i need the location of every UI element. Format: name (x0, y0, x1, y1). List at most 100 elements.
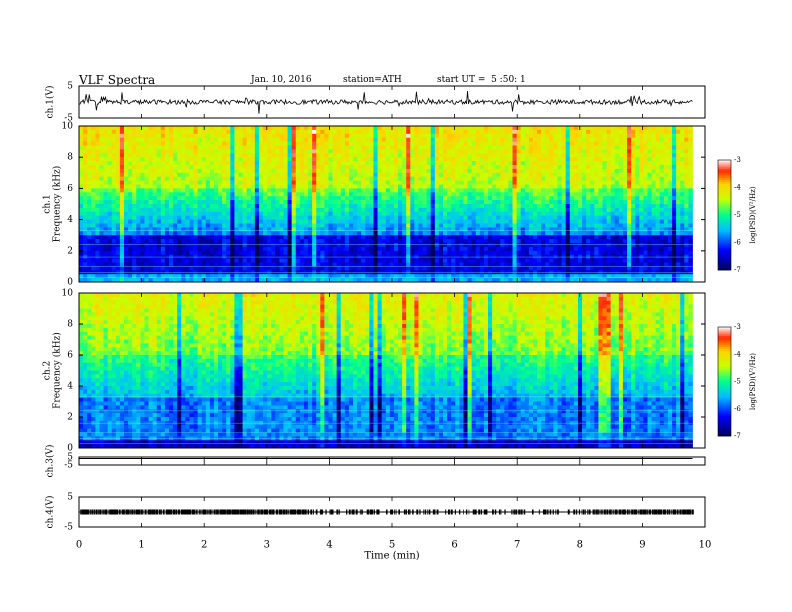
heatmap-cell (647, 211, 652, 217)
heatmap-cell (663, 145, 669, 150)
heatmap-cell (508, 235, 513, 240)
heatmap-cell (324, 231, 329, 236)
heatmap-cell (308, 231, 313, 236)
heatmap-cell (107, 149, 113, 154)
heatmap-cell (508, 211, 513, 217)
heatmap-cell (467, 200, 473, 205)
heatmap-cell (173, 145, 178, 150)
heatmap-cell (463, 165, 468, 170)
heatmap-cell (451, 188, 456, 193)
heatmap-cell (242, 180, 248, 185)
heatmap-cell (520, 227, 526, 232)
heatmap-cell (512, 137, 518, 142)
heatmap-cell (275, 161, 280, 166)
heatmap-cell (336, 243, 342, 248)
heatmap-cell (230, 227, 235, 232)
heatmap-cell (549, 168, 554, 174)
heatmap-cell (87, 196, 92, 201)
heatmap-cell (565, 211, 571, 217)
heatmap-cell (537, 145, 542, 150)
heatmap-cell (87, 243, 92, 248)
heatmap-cell (254, 165, 260, 170)
heatmap-cell (398, 200, 403, 205)
heatmap-cell (655, 126, 661, 131)
heatmap-cell (250, 196, 256, 201)
heatmap-cell (500, 141, 505, 146)
heatmap-cell (606, 204, 612, 209)
heatmap-cell (83, 200, 88, 205)
heatmap-cell (586, 141, 591, 146)
heatmap-cell (516, 204, 522, 209)
heatmap-cell (197, 137, 203, 142)
heatmap-cell (132, 165, 137, 170)
heatmap-cell (684, 246, 689, 252)
heatmap-cell (475, 145, 481, 150)
heatmap-cell (398, 176, 403, 181)
heatmap-cell (365, 215, 370, 220)
heatmap-cell (418, 204, 423, 209)
heatmap-cell (610, 153, 616, 158)
heatmap-cell (320, 227, 325, 232)
heatmap-cell (684, 227, 689, 232)
heatmap-cell (438, 207, 444, 213)
heatmap-cell (156, 219, 162, 224)
heatmap-cell (524, 235, 530, 240)
heatmap-cell (136, 161, 141, 166)
heatmap-cell (283, 231, 288, 236)
heatmap-cell (361, 180, 366, 185)
heatmap-cell (332, 223, 338, 228)
heatmap-cell (443, 161, 448, 166)
heatmap-cell (185, 180, 190, 185)
heatmap-cell (565, 239, 571, 244)
heatmap-cell (373, 168, 378, 174)
ch1-heatmap (79, 126, 693, 283)
heatmap-cell (443, 176, 448, 181)
heatmap-cell (365, 184, 370, 189)
heatmap-cell (573, 161, 579, 166)
heatmap-cell (643, 172, 648, 178)
heatmap-cell (267, 133, 272, 139)
heatmap-cell (455, 161, 460, 166)
heatmap-cell (520, 207, 526, 213)
heatmap-cell (357, 192, 362, 197)
heatmap-cell (410, 223, 415, 228)
heatmap-cell (483, 149, 489, 154)
heatmap-cell (340, 196, 346, 201)
heatmap-cell (475, 211, 481, 217)
heatmap-cell (213, 231, 219, 236)
heatmap-cell (303, 145, 309, 150)
heatmap-cell (602, 137, 607, 142)
heatmap-cell (160, 200, 166, 205)
heatmap-cell (299, 215, 305, 220)
heatmap-cell (361, 196, 366, 201)
heatmap-cell (263, 211, 268, 217)
heatmap-cell (279, 153, 284, 158)
heatmap-cell (573, 207, 579, 213)
heatmap-cell (348, 168, 354, 174)
heatmap-cell (316, 215, 321, 220)
heatmap-cell (258, 239, 264, 244)
heatmap-cell (680, 227, 685, 232)
heatmap-cell (361, 211, 366, 217)
heatmap-cell (426, 196, 432, 201)
heatmap-cell (631, 192, 636, 197)
heatmap-cell (132, 250, 137, 256)
heatmap-cell (483, 168, 489, 174)
heatmap-cell (443, 250, 448, 256)
heatmap-cell (344, 133, 350, 139)
heatmap-cell (238, 165, 243, 170)
heatmap-cell (103, 211, 109, 217)
heatmap-cell (303, 180, 309, 185)
heatmap-cell (242, 168, 248, 174)
heatmap-cell (381, 196, 387, 201)
heatmap-cell (598, 184, 603, 189)
heatmap-cell (279, 204, 284, 209)
heatmap-cell (340, 133, 346, 139)
heatmap-cell (410, 243, 415, 248)
heatmap-cell (83, 207, 88, 213)
heatmap-cell (565, 168, 571, 174)
heatmap-cell (119, 172, 125, 178)
heatmap-cell (680, 219, 685, 224)
heatmap-cell (263, 239, 268, 244)
heatmap-cell (385, 133, 391, 139)
